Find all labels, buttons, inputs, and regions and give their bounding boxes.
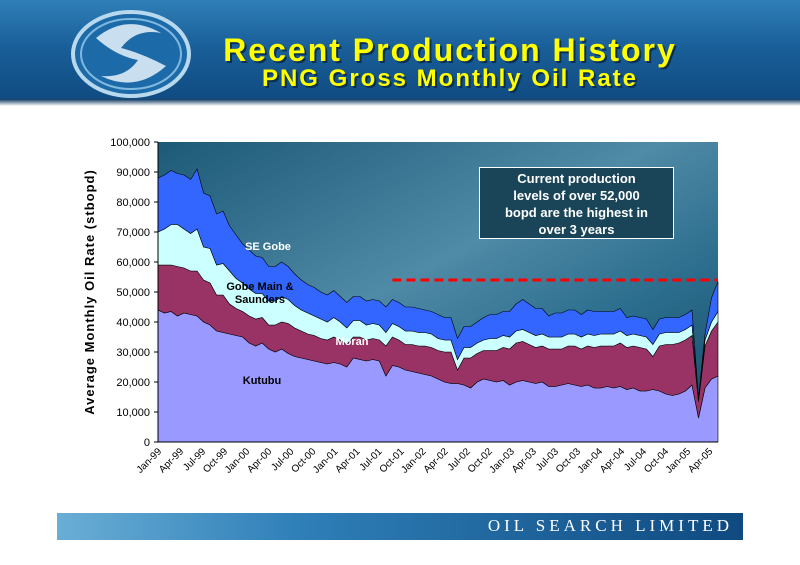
- header-shadow: [0, 99, 800, 106]
- y-tick-label: 10,000: [116, 407, 150, 419]
- callout-line-2: levels of over 52,000: [513, 188, 640, 203]
- y-tick-label: 50,000: [116, 287, 150, 299]
- series-label-gobe-main-1: Gobe Main &: [226, 281, 293, 293]
- footer-banner: OIL SEARCH LIMITED: [57, 513, 743, 540]
- y-tick-label: 30,000: [116, 347, 150, 359]
- callout-box: Current production levels of over 52,000…: [479, 167, 674, 239]
- y-axis-label: Average Monthly Oil Rate (stbopd): [82, 169, 97, 415]
- y-tick-label: 60,000: [116, 257, 150, 269]
- x-tick-label: Apr-01: [334, 446, 363, 475]
- x-tick-label: Apr-05: [686, 446, 715, 475]
- y-tick-label: 40,000: [116, 317, 150, 329]
- y-tick-label: 100,000: [110, 137, 150, 149]
- company-logo: [71, 10, 191, 98]
- y-tick-label: 70,000: [116, 227, 150, 239]
- y-tick-label: 0: [144, 437, 150, 449]
- series-label-moran: Moran: [336, 336, 369, 348]
- callout-line-3: bopd are the highest in: [504, 205, 648, 220]
- x-tick-label: Apr-99: [157, 446, 186, 475]
- series-label-kutubu: Kutubu: [243, 375, 281, 387]
- area-se-gobe: [157, 168, 719, 401]
- footer-company-name: OIL SEARCH LIMITED: [487, 516, 733, 535]
- page-title: Recent Production History: [223, 32, 677, 68]
- y-tick-label: 20,000: [116, 377, 150, 389]
- series-label-se-gobe: SE Gobe: [245, 241, 291, 253]
- page-subtitle: PNG Gross Monthly Oil Rate: [261, 65, 639, 92]
- x-tick-label: Apr-00: [245, 446, 274, 475]
- callout-line-1: Current production: [517, 171, 636, 186]
- y-tick-label: 80,000: [116, 197, 150, 209]
- x-tick-label: Apr-03: [510, 446, 539, 475]
- callout-line-4: over 3 years: [538, 222, 615, 237]
- y-tick-label: 90,000: [116, 167, 150, 179]
- x-tick-label: Apr-04: [598, 446, 627, 475]
- series-label-gobe-main-2: Saunders: [235, 294, 285, 306]
- x-tick-label: Apr-02: [422, 446, 451, 475]
